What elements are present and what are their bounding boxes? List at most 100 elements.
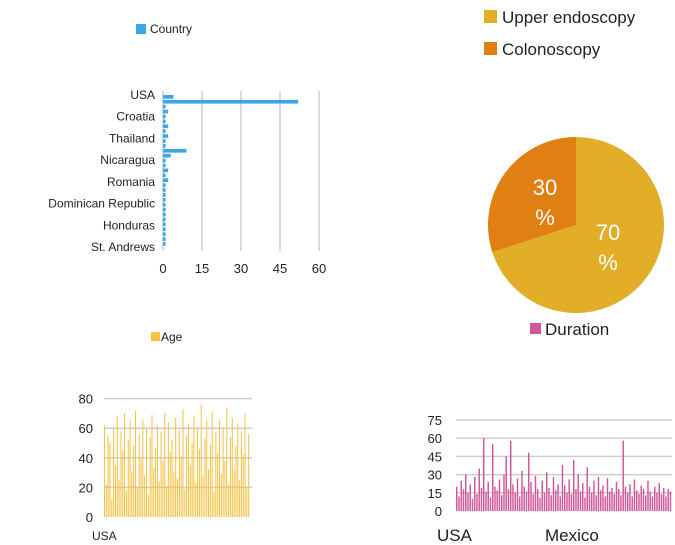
legend-swatch-upper-endoscopy [484, 10, 497, 23]
bar [224, 460, 226, 517]
bar [543, 492, 546, 511]
bar [163, 202, 166, 207]
bar [163, 129, 166, 134]
bar [218, 420, 220, 517]
bar [248, 434, 250, 517]
bar [537, 489, 539, 511]
bar [611, 487, 613, 511]
bar [163, 212, 166, 217]
bar [584, 497, 586, 511]
bar [600, 490, 602, 511]
bar [163, 217, 166, 222]
y-tick-label: 80 [79, 392, 93, 407]
bar [229, 437, 231, 517]
bar [568, 479, 570, 511]
bar [242, 454, 244, 517]
bar [213, 491, 215, 517]
bar [627, 492, 629, 511]
bar [163, 119, 166, 124]
bar [564, 485, 566, 511]
bar [629, 484, 631, 511]
bar [111, 499, 113, 517]
bar [487, 481, 489, 511]
bar [163, 158, 166, 163]
bar [546, 472, 548, 511]
bar [557, 484, 559, 511]
bar [579, 491, 582, 511]
bar [149, 437, 151, 517]
bar [163, 104, 166, 109]
bar [582, 483, 584, 511]
bar [555, 490, 557, 511]
y-tick-label: 75 [428, 413, 442, 428]
bar [645, 495, 647, 511]
bar [494, 486, 496, 511]
y-category-label: St. Andrews [91, 240, 155, 254]
bar [609, 491, 611, 511]
y-tick-label: 60 [428, 431, 442, 446]
bar [550, 495, 552, 511]
bar [636, 490, 638, 511]
bar [667, 489, 669, 511]
bar [122, 450, 124, 517]
bar [586, 467, 588, 511]
bar [120, 431, 122, 517]
bar [163, 95, 174, 99]
y-tick-label: 20 [79, 480, 93, 495]
bar [180, 456, 182, 517]
bar [144, 475, 146, 517]
age-bar-chart: Age 0 20 40 60 80 USA [79, 330, 252, 543]
bar [138, 434, 140, 517]
bar [620, 495, 622, 511]
bar [519, 496, 521, 511]
bar [189, 465, 191, 517]
bar [656, 492, 658, 511]
bar [577, 474, 579, 511]
bar [145, 428, 147, 517]
bar [118, 480, 120, 517]
bar [602, 485, 604, 511]
bar [163, 153, 171, 158]
bar [469, 484, 471, 511]
bar [136, 487, 138, 517]
bar [184, 488, 186, 517]
bar [559, 496, 561, 511]
bar [125, 490, 127, 517]
bar [465, 474, 467, 511]
bar [177, 478, 179, 517]
bar [163, 99, 299, 104]
bar [153, 468, 155, 517]
bar [163, 173, 166, 178]
bar [208, 469, 210, 517]
bar [613, 494, 615, 511]
bar [595, 495, 597, 511]
y-category-label: Romania [107, 175, 155, 189]
bar [228, 484, 230, 517]
bar [155, 447, 157, 517]
bar [163, 168, 169, 173]
legend-label-country: Country [150, 22, 192, 36]
bar [124, 413, 126, 517]
bar [142, 419, 144, 517]
bar [131, 472, 133, 517]
bar [169, 451, 171, 517]
bar [193, 416, 195, 517]
bar [503, 474, 505, 511]
bar [507, 489, 510, 511]
x-tick-label: 45 [273, 261, 287, 276]
legend-swatch-age [151, 332, 160, 341]
bar [654, 486, 656, 511]
country-bar-chart: Country USA Croatia Thailand Nicaragua Roman… [48, 22, 326, 276]
bar [186, 435, 188, 517]
bar [573, 460, 575, 511]
bar [163, 134, 169, 138]
bar [631, 496, 633, 511]
bar [510, 440, 512, 511]
legend-label-colonoscopy: Colonoscopy [502, 40, 601, 59]
procedure-pie-chart: Upper endoscopy Colonoscopy 70 % 30% [484, 8, 665, 313]
bar [116, 416, 118, 517]
bar [246, 487, 248, 517]
bar [239, 480, 241, 517]
bar [163, 178, 169, 183]
